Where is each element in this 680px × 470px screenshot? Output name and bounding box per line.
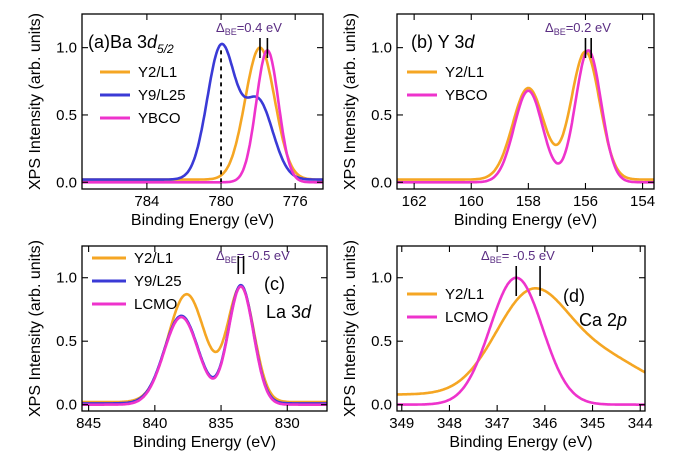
- x-axis-label: Binding Energy (eV): [454, 212, 597, 229]
- panel-c: 0.0 0.5 1.0 845 840 835 830 Binding Energy (eV)…: [27, 240, 328, 451]
- y-tick-label: 0.5: [56, 333, 77, 350]
- x-tick-label: 776: [283, 193, 308, 210]
- x-tick-label: 840: [142, 415, 167, 432]
- y-tick-label: 0.5: [371, 107, 392, 124]
- x-tick-label: 348: [437, 415, 462, 432]
- legend-label: LCMO: [134, 296, 177, 313]
- x-axis-label: Binding Energy (eV): [133, 434, 276, 451]
- axis-frame: [396, 13, 655, 190]
- axis-frame: [81, 13, 324, 190]
- legend-label: Y2/L1: [445, 64, 484, 81]
- y-tick-label: 1.0: [56, 270, 77, 287]
- x-axis-label: Binding Energy (eV): [131, 212, 274, 229]
- y-tick-label: 0.0: [56, 397, 77, 414]
- panel-d: 0.0 0.5 1.0 349 348 347 346 345 344 Binding Energ…: [342, 240, 653, 451]
- x-tick-label: 830: [275, 415, 300, 432]
- y-axis-label: XPS Intensity (arb. units): [342, 13, 359, 190]
- legend-label: Y2/L1: [445, 286, 484, 303]
- x-tick-label: 154: [630, 193, 655, 210]
- x-tick-label: 162: [402, 193, 427, 210]
- x-tick-label: 345: [580, 415, 605, 432]
- x-tick-label: 347: [485, 415, 510, 432]
- panel-label: (d): [563, 286, 585, 306]
- y-axis-label: XPS Intensity (arb. units): [27, 240, 44, 417]
- series-line-y2-l1: [397, 287, 645, 396]
- element-label: La 3d: [266, 302, 312, 322]
- delta-be-annotation: ΔBE= -0.5 eV: [481, 248, 555, 265]
- y-tick-label: 0.0: [371, 174, 392, 191]
- legend-label: YBCO: [445, 87, 488, 104]
- y-axis-label: XPS Intensity (arb. units): [27, 13, 44, 190]
- x-axis-label: Binding Energy (eV): [449, 434, 592, 451]
- panel-a: 0.0 0.5 1.0 784 780 776 Binding Energy (eV) XPS…: [27, 13, 324, 229]
- x-tick-label: 349: [389, 415, 414, 432]
- series-line-ybco: [82, 49, 323, 184]
- panel-b: 0.0 0.5 1.0 162 160 158 156 154 Binding Energy (…: [342, 13, 655, 229]
- series-line-ybco: [397, 49, 654, 184]
- x-tick-label: 784: [134, 193, 159, 210]
- y-tick-label: 1.0: [56, 40, 77, 57]
- legend-label: YBCO: [138, 110, 181, 127]
- x-tick-label: 158: [516, 193, 541, 210]
- legend-label: Y9/L25: [138, 87, 186, 104]
- x-tick-label: 346: [532, 415, 557, 432]
- x-tick-label: 344: [628, 415, 653, 432]
- x-tick-label: 156: [573, 193, 598, 210]
- legend-label: Y2/L1: [134, 250, 173, 267]
- delta-be-annotation: ΔBE= -0.5 eV: [216, 248, 290, 265]
- legend-label: LCMO: [445, 309, 488, 326]
- series-line-y9-l25: [82, 42, 323, 181]
- legend-label: Y2/L1: [138, 64, 177, 81]
- series-line-lcmo: [82, 285, 327, 406]
- x-tick-label: 160: [459, 193, 484, 210]
- y-tick-label: 0.5: [56, 107, 77, 124]
- delta-be-annotation: ΔBE=0.4 eV: [216, 20, 282, 37]
- x-tick-label: 845: [76, 415, 101, 432]
- y-tick-label: 0.5: [371, 333, 392, 350]
- panel-label: (b) Y 3d: [411, 32, 475, 52]
- panel-label: (a)Ba 3d5/2: [88, 32, 174, 56]
- axis-frame: [81, 245, 328, 412]
- panel-label: (c): [264, 274, 285, 294]
- x-tick-label: 780: [209, 193, 234, 210]
- series-line-lcmo: [397, 276, 645, 406]
- legend-label: Y9/L25: [134, 273, 182, 290]
- axis-frame: [396, 245, 646, 412]
- y-tick-label: 1.0: [371, 40, 392, 57]
- element-label: Ca 2p: [579, 310, 627, 330]
- y-tick-label: 1.0: [371, 270, 392, 287]
- y-tick-label: 0.0: [371, 397, 392, 414]
- series-line-y2-l1: [82, 46, 323, 181]
- y-axis-label: XPS Intensity (arb. units): [342, 240, 359, 417]
- x-tick-label: 835: [209, 415, 234, 432]
- y-tick-label: 0.0: [56, 174, 77, 191]
- delta-be-annotation: ΔBE=0.2 eV: [545, 20, 611, 37]
- series-line-y2-l1: [82, 285, 327, 404]
